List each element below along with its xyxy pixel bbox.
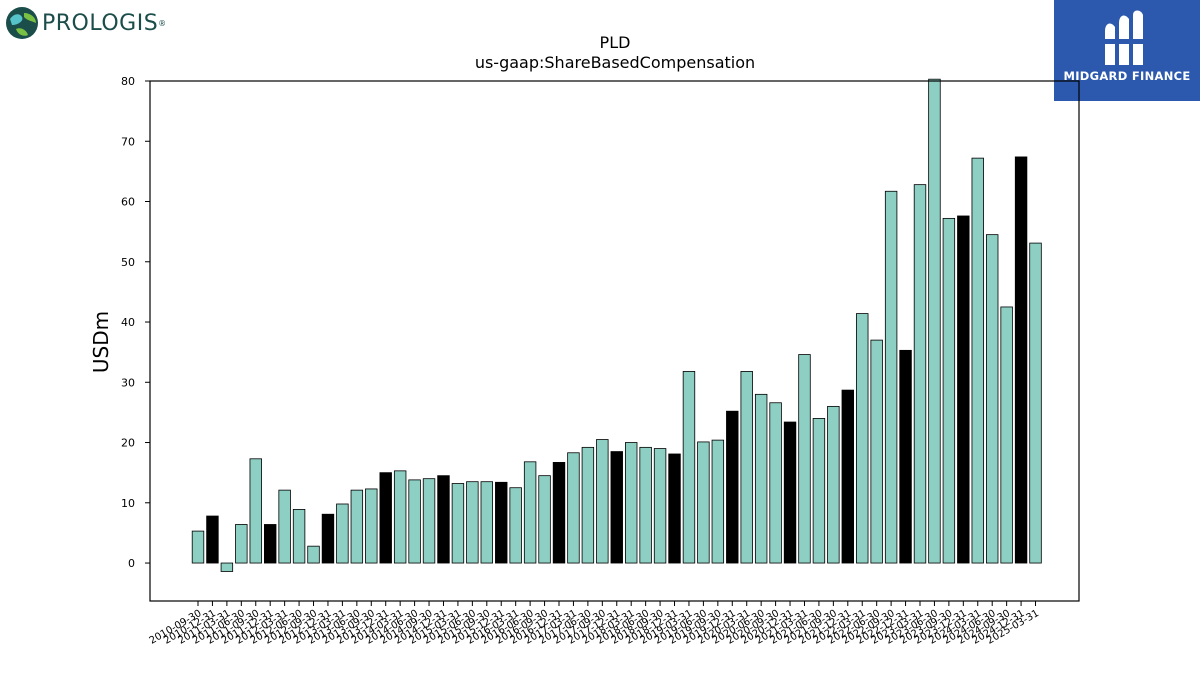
bar-2024-12-31	[1014, 156, 1028, 564]
bar-2012-12-31	[321, 513, 335, 564]
bar-2011-12-31	[263, 524, 277, 564]
chart-title: PLD	[600, 33, 631, 52]
bar-2013-09-30	[365, 488, 378, 564]
bar-2019-12-31	[726, 410, 739, 564]
y-tick-label: 70	[121, 135, 135, 148]
y-tick-label: 80	[121, 75, 135, 88]
bar-2021-06-30	[812, 418, 826, 564]
y-tick-label: 60	[121, 196, 135, 209]
x-axis-ticks: 2010-09-302010-12-312011-03-312011-06-30…	[148, 601, 1041, 647]
bar-2017-06-30	[581, 446, 595, 564]
bar-2011-09-30	[249, 458, 262, 564]
bar-2022-09-30	[884, 190, 898, 564]
midgard-wordmark: MIDGARD FINANCE	[1063, 69, 1191, 83]
midgard-finance-logo: MIDGARD FINANCE	[1054, 0, 1200, 101]
bar-2011-06-30	[235, 524, 248, 564]
bar-2012-09-30	[307, 545, 320, 564]
y-tick-label: 30	[121, 376, 135, 389]
y-axis-label: USDm	[89, 311, 113, 373]
bar-2017-09-30	[596, 439, 609, 564]
bar-2014-09-30	[422, 478, 436, 564]
bar-2021-12-31	[841, 389, 855, 564]
bar-2018-12-31	[668, 453, 681, 564]
bar-2018-03-31	[625, 442, 638, 564]
chart-subtitle: us-gaap:ShareBasedCompensation	[475, 53, 755, 72]
bar-2020-12-31	[783, 421, 797, 564]
y-axis-ticks: 0 10 20 30 40 50 60 70 80	[121, 75, 150, 570]
bar-2023-09-30	[942, 217, 956, 564]
bar-2015-03-31	[451, 483, 465, 564]
bar-2016-06-30	[523, 461, 537, 564]
bar-2024-03-31	[971, 157, 984, 564]
bar-2023-06-30	[928, 78, 941, 564]
bar-2014-12-31	[437, 475, 450, 564]
bar-2018-09-30	[653, 448, 667, 564]
prologis-wordmark: PROLOGIS	[42, 10, 159, 36]
bar-2017-12-31	[610, 451, 623, 564]
bar-2010-09-30	[191, 530, 205, 564]
bar-2016-12-31	[552, 462, 566, 564]
bar-2023-03-31	[913, 184, 927, 564]
bar-2018-06-30	[639, 446, 652, 564]
y-tick-label: 10	[121, 497, 135, 510]
midgard-emblem-icon	[1103, 10, 1147, 65]
bar-2022-12-31	[899, 349, 912, 564]
y-tick-label: 50	[121, 256, 135, 269]
bar-2019-09-30	[711, 439, 725, 564]
bar-2019-03-31	[682, 371, 696, 564]
bar-2015-09-30	[480, 481, 494, 564]
prologis-logo: PROLOGIS ®	[4, 4, 194, 42]
bar-2016-09-30	[538, 475, 551, 564]
bar-2024-09-30	[1000, 306, 1013, 564]
bar-2014-03-31	[393, 470, 407, 564]
bar-2017-03-31	[567, 452, 580, 564]
bars-group	[191, 78, 1042, 572]
bar-2023-12-31	[957, 215, 970, 564]
plot-frame	[149, 80, 1080, 602]
bar-2020-06-30	[754, 393, 768, 564]
bar-2020-03-31	[740, 371, 753, 564]
bar-2019-06-30	[697, 441, 710, 564]
bar-2016-03-31	[509, 487, 522, 564]
bar-2014-06-30	[408, 479, 421, 564]
registered-mark: ®	[158, 18, 167, 28]
bar-2013-06-30	[350, 489, 364, 564]
bar-2010-12-31	[206, 515, 219, 564]
bar-2022-03-31	[856, 313, 869, 564]
bar-2015-06-30	[466, 481, 479, 564]
bar-2015-12-31	[495, 481, 508, 564]
bar-2013-12-31	[379, 472, 392, 564]
bar-2021-09-30	[827, 405, 840, 564]
bar-2012-06-30	[292, 509, 306, 564]
prologis-globe-icon	[6, 7, 38, 39]
y-tick-label: 0	[128, 557, 135, 570]
bar-2013-03-31	[336, 503, 349, 564]
bar-2011-03-31	[220, 562, 234, 572]
bar-2020-09-30	[769, 402, 782, 564]
y-tick-label: 20	[121, 437, 135, 450]
y-tick-label: 40	[121, 316, 135, 329]
bar-2024-06-30	[986, 234, 999, 564]
bar-2025-03-31	[1029, 242, 1042, 564]
bar-2022-06-30	[870, 339, 883, 564]
bar-2012-03-31	[278, 489, 291, 564]
bar-2021-03-31	[798, 354, 811, 564]
